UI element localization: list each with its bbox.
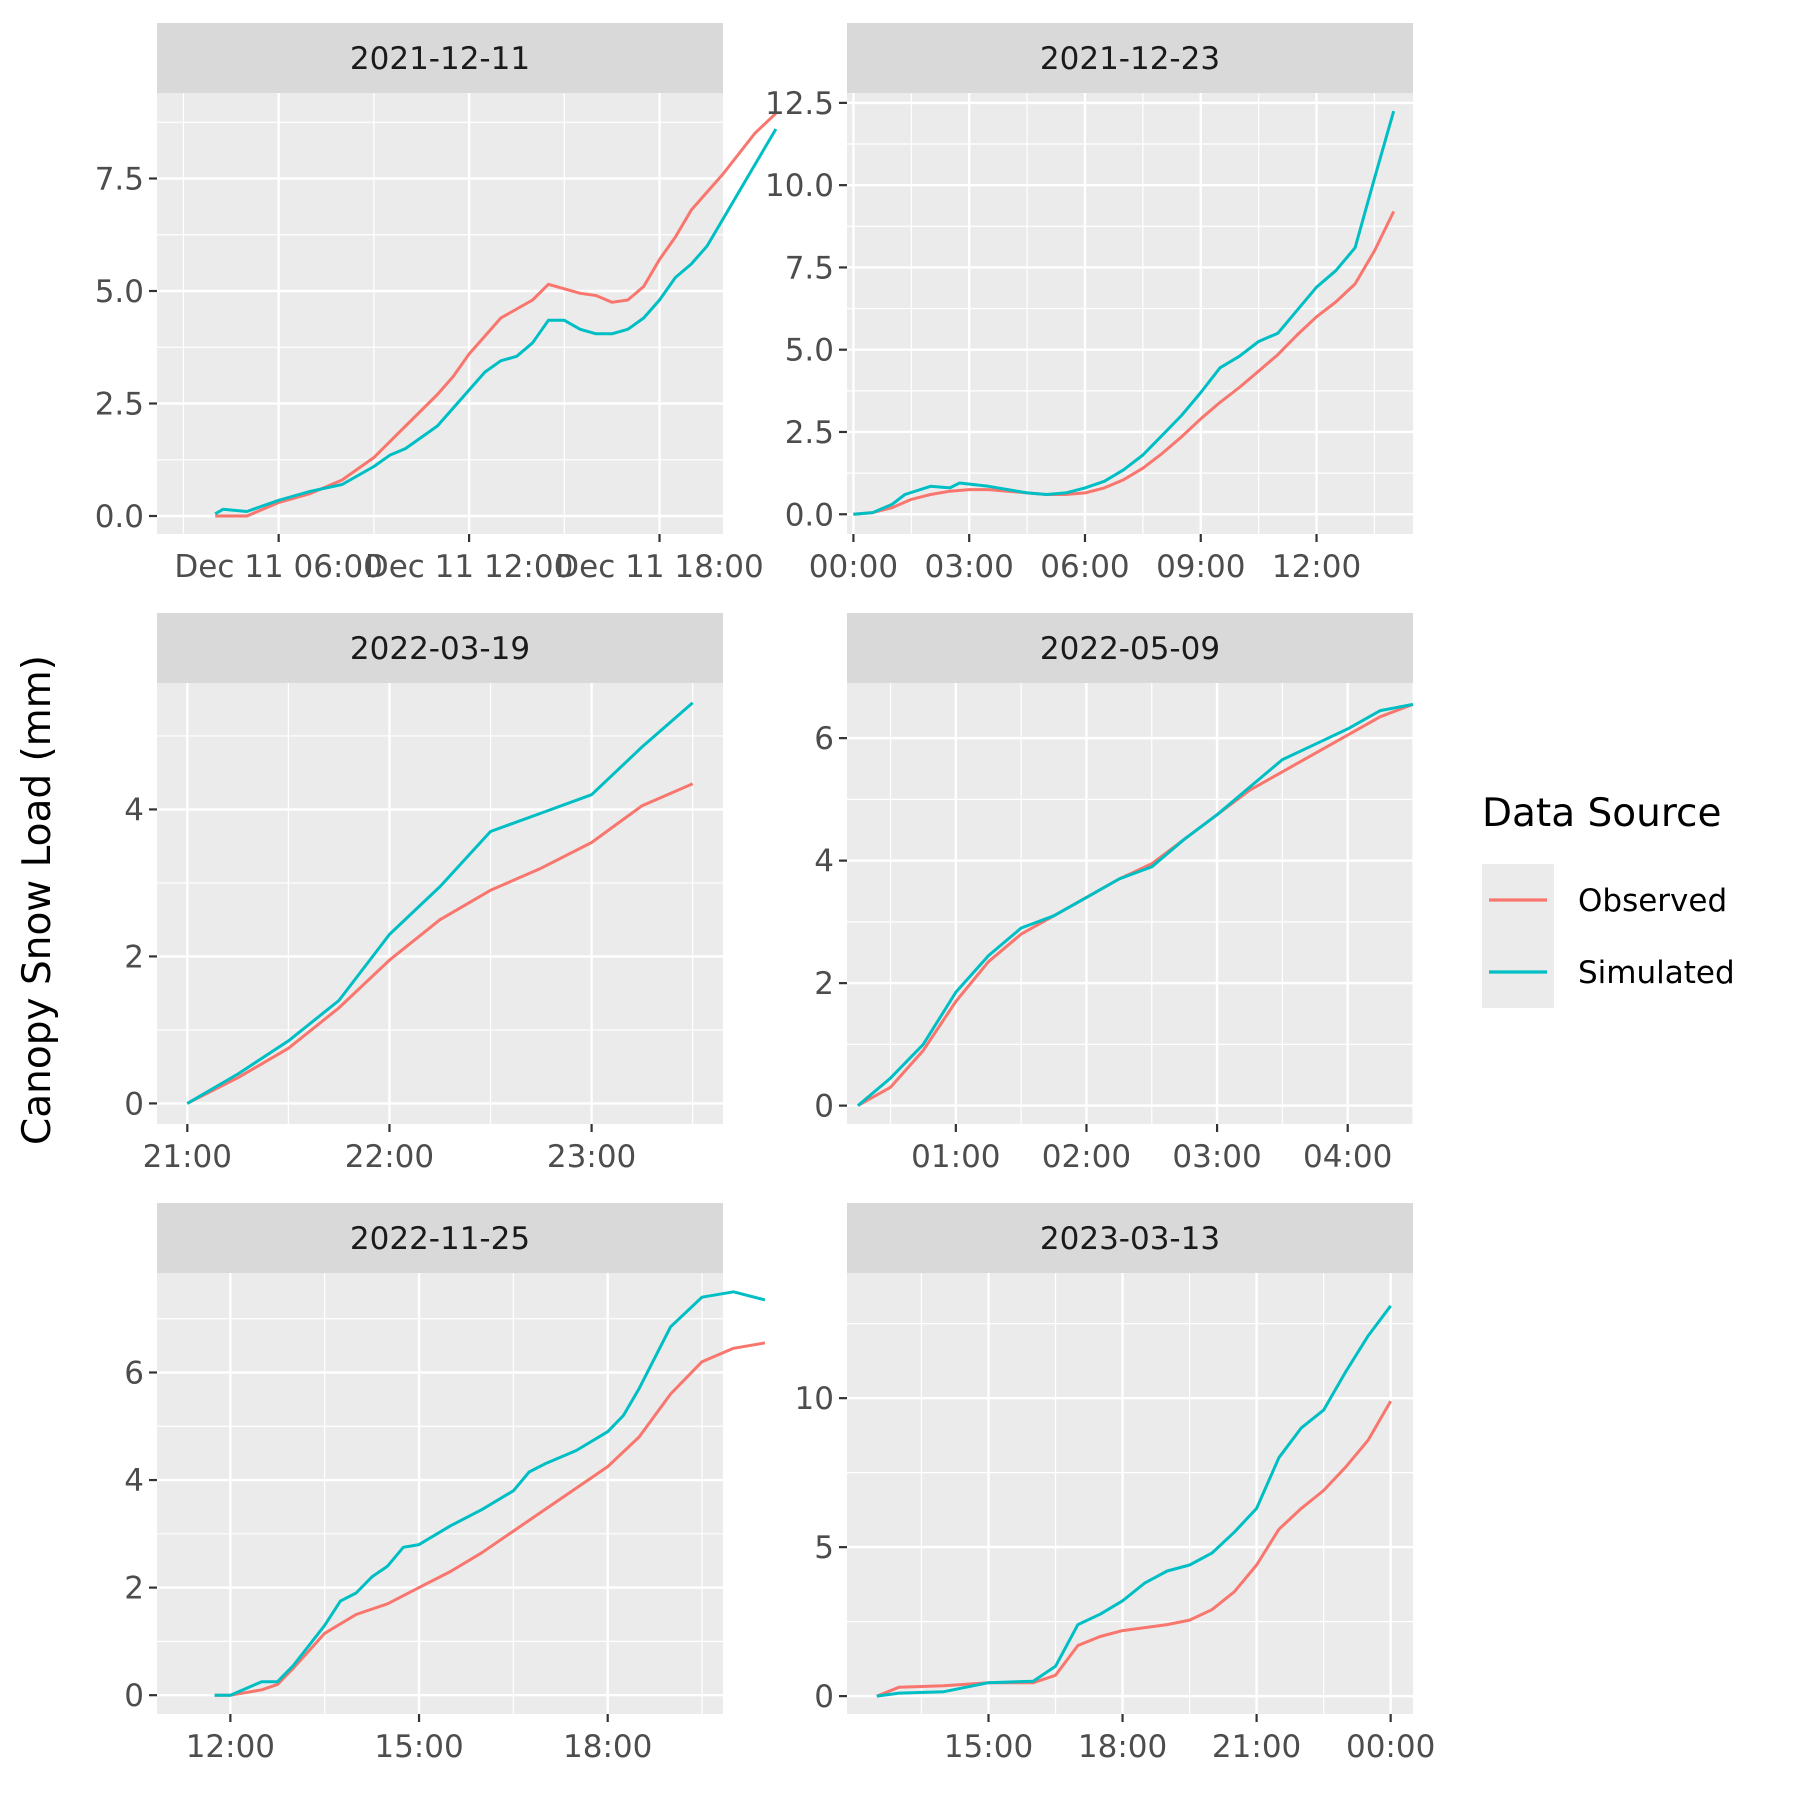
x-tick-label: 06:00 xyxy=(1040,549,1129,585)
facet-strip-label: 2021-12-23 xyxy=(1040,41,1220,77)
series-line-observed xyxy=(853,210,1396,516)
x-tick-label: 21:00 xyxy=(143,1139,232,1175)
y-tick-label: 5.0 xyxy=(785,333,834,369)
x-tick-label: 04:00 xyxy=(1303,1139,1392,1175)
panel-background xyxy=(847,683,1413,1124)
facet-2022-11-25: 2022-11-25 0 2 4 6 12:00 15:00 18:00 xyxy=(124,1203,766,1765)
x-tick-label: Dec 11 12:00 xyxy=(365,549,573,585)
facet-strip-label: 2021-12-11 xyxy=(350,41,530,77)
series-line-simulated xyxy=(876,1304,1392,1698)
series-line-simulated xyxy=(856,702,1414,1107)
x-tick-label: 01:00 xyxy=(911,1139,1000,1175)
x-tick-label: 12:00 xyxy=(186,1729,275,1765)
legend-title: Data Source xyxy=(1482,791,1721,836)
x-tick-label: 22:00 xyxy=(345,1139,434,1175)
x-tick-label: 18:00 xyxy=(563,1729,652,1765)
y-tick-label: 7.5 xyxy=(785,250,834,286)
legend-label-observed: Observed xyxy=(1578,883,1727,919)
legend: Data Source Observed Simulated xyxy=(1482,791,1735,1008)
series-line-simulated xyxy=(853,110,1396,516)
series-line-simulated xyxy=(214,1290,766,1697)
y-tick-label: 2 xyxy=(124,939,144,975)
panel-background xyxy=(847,1273,1413,1714)
y-tick-label: 5.0 xyxy=(95,274,144,310)
y-tick-label: 2.5 xyxy=(785,415,834,451)
x-tick-label: 12:00 xyxy=(1272,549,1361,585)
facet-2021-12-23: 2021-12-23 0.0 2.5 5.0 7.5 10.0 12.5 00:00 03:00… xyxy=(765,23,1413,585)
facet-strip xyxy=(157,23,723,93)
y-tick-label: 4 xyxy=(814,844,834,880)
facet-strip-label: 2022-03-19 xyxy=(350,631,530,667)
facet-strip-label: 2022-11-25 xyxy=(350,1221,530,1257)
y-tick-label: 0 xyxy=(814,1089,834,1125)
x-tick-label: 00:00 xyxy=(809,549,898,585)
y-axis-label: Canopy Snow Load (mm) xyxy=(15,655,60,1145)
y-tick-label: 0 xyxy=(124,1086,144,1122)
facet-2023-03-13: 2023-03-13 0 5 10 15:00 18:00 21:00 00:00 xyxy=(795,1203,1435,1765)
facet-strip xyxy=(847,23,1413,93)
y-tick-label: 0.0 xyxy=(95,499,144,535)
x-tick-label: 00:00 xyxy=(1346,1729,1435,1765)
series-line-observed xyxy=(186,782,694,1105)
x-tick-label: 03:00 xyxy=(1172,1139,1261,1175)
facet-2022-03-19: 2022-03-19 0 2 4 21:00 22:00 23:00 xyxy=(124,613,723,1175)
x-tick-label: 02:00 xyxy=(1042,1139,1131,1175)
x-tick-label: 23:00 xyxy=(547,1139,636,1175)
panel-background xyxy=(157,93,723,534)
panel-background xyxy=(157,1273,723,1714)
facet-2022-05-09: 2022-05-09 0 2 4 6 01:00 02:00 03:00 04:00 xyxy=(814,613,1414,1175)
x-tick-label: Dec 11 06:00 xyxy=(174,549,382,585)
series-line-simulated xyxy=(214,128,778,516)
series-line-simulated xyxy=(186,701,694,1105)
x-tick-label: 03:00 xyxy=(925,549,1014,585)
y-tick-label: 0 xyxy=(124,1678,144,1714)
facet-strip xyxy=(847,1203,1413,1273)
facet-strip xyxy=(157,613,723,683)
y-tick-label: 4 xyxy=(124,1463,144,1499)
facet-strip-label: 2023-03-13 xyxy=(1040,1221,1220,1257)
y-tick-label: 2 xyxy=(814,966,834,1002)
x-tick-label: 15:00 xyxy=(944,1729,1033,1765)
facet-strip-label: 2022-05-09 xyxy=(1040,631,1220,667)
y-tick-label: 12.5 xyxy=(765,86,834,122)
y-tick-label: 0.0 xyxy=(785,497,834,533)
y-tick-label: 6 xyxy=(814,721,834,757)
y-tick-label: 5 xyxy=(814,1530,834,1566)
y-tick-label: 6 xyxy=(124,1355,144,1391)
facet-strip xyxy=(157,1203,723,1273)
y-tick-label: 0 xyxy=(814,1679,834,1715)
panel-background xyxy=(157,683,723,1124)
x-tick-label: 18:00 xyxy=(1078,1729,1167,1765)
facet-strip xyxy=(847,613,1413,683)
y-tick-label: 10 xyxy=(795,1381,834,1417)
x-tick-label: 21:00 xyxy=(1212,1729,1301,1765)
series-line-observed xyxy=(214,1341,766,1697)
x-tick-label: 09:00 xyxy=(1156,549,1245,585)
y-tick-label: 2 xyxy=(124,1571,144,1607)
y-tick-label: 2.5 xyxy=(95,387,144,423)
y-tick-label: 4 xyxy=(124,792,144,828)
y-tick-label: 7.5 xyxy=(95,162,144,198)
series-line-observed xyxy=(215,112,777,518)
x-tick-label: 15:00 xyxy=(374,1729,463,1765)
x-tick-label: Dec 11 18:00 xyxy=(555,549,763,585)
panel-background xyxy=(847,93,1413,534)
y-tick-label: 10.0 xyxy=(765,168,834,204)
legend-label-simulated: Simulated xyxy=(1578,955,1735,991)
